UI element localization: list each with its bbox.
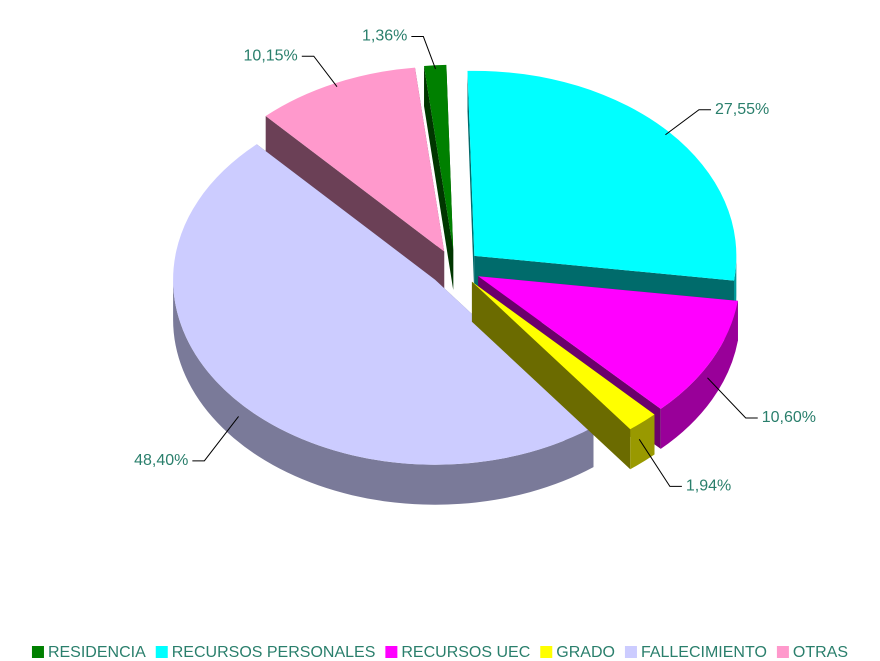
leader-line — [707, 377, 758, 419]
slice — [265, 67, 445, 292]
legend-swatch — [624, 646, 637, 658]
slice-wall — [660, 300, 738, 449]
leader-line — [638, 439, 682, 487]
legend-label: GRADO — [556, 644, 615, 661]
legend-label: RESIDENCIA — [48, 644, 146, 661]
legend-label: OTRAS — [793, 644, 848, 661]
data-label: 1,36% — [362, 28, 407, 45]
slice — [471, 281, 655, 470]
data-label: 27,55% — [715, 101, 769, 118]
leader-line — [411, 36, 436, 70]
slice-top — [471, 281, 655, 430]
legend-label: RECURSOS UEC — [401, 644, 530, 661]
slice-top — [478, 276, 738, 409]
slice — [173, 144, 594, 505]
data-label: 10,15% — [244, 47, 298, 64]
leader-line — [665, 109, 711, 136]
leader-line — [301, 55, 338, 88]
leader-line — [192, 416, 239, 462]
legend-item: OTRAS — [776, 644, 848, 661]
legend-swatch — [385, 646, 398, 658]
data-label: 10,60% — [762, 409, 816, 426]
slice-top — [424, 64, 454, 250]
slice-side — [467, 70, 475, 296]
legend-swatch — [540, 646, 553, 658]
data-label: 48,40% — [134, 452, 188, 469]
legend-item: GRADO — [540, 644, 615, 661]
legend-item: FALLECIMIENTO — [624, 644, 767, 661]
slice-top — [173, 144, 594, 465]
slice — [424, 64, 454, 290]
data-label: 1,94% — [686, 478, 731, 495]
slice-top — [467, 70, 737, 281]
legend-label: RECURSOS PERSONALES — [172, 644, 376, 661]
slice-side — [265, 116, 445, 292]
legend-item: RESIDENCIA — [31, 644, 146, 661]
slice-wall — [173, 279, 594, 505]
legend-swatch — [31, 646, 44, 658]
slice-side — [424, 65, 454, 290]
legend-label: FALLECIMIENTO — [641, 644, 767, 661]
legend-item: RECURSOS PERSONALES — [155, 644, 376, 661]
slice-top — [265, 67, 445, 252]
legend-swatch — [776, 646, 789, 658]
legend-item: RECURSOS UEC — [385, 644, 530, 661]
legend-swatch — [155, 646, 168, 658]
slice-side — [471, 281, 631, 470]
slice-wall — [630, 414, 655, 470]
